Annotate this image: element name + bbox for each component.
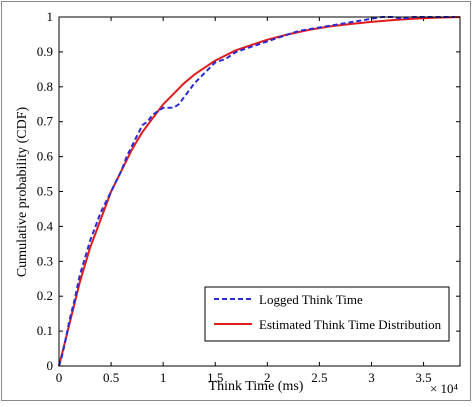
legend-label-estimated: Estimated Think Time Distribution bbox=[259, 317, 442, 332]
y-tick-label: 0.1 bbox=[37, 323, 53, 338]
legend: Logged Think Time Estimated Think Time D… bbox=[204, 286, 450, 342]
y-tick-label: 1 bbox=[47, 9, 54, 24]
legend-label-logged: Logged Think Time bbox=[259, 292, 363, 307]
series-line-logged bbox=[58, 16, 455, 367]
y-tick-label: 0.4 bbox=[37, 218, 54, 233]
legend-box bbox=[204, 286, 450, 342]
x-tick-label: 1.5 bbox=[207, 370, 223, 385]
y-tick-label: 0.9 bbox=[37, 44, 53, 59]
series-line-estimated bbox=[58, 16, 461, 367]
x-tick-label: 2 bbox=[264, 370, 271, 385]
y-tick-label: 0.8 bbox=[37, 79, 53, 94]
y-axis-label: Cumulative probability (CDF) bbox=[15, 107, 30, 278]
y-tick-label: 0.5 bbox=[37, 184, 53, 199]
x-tick-label: 3 bbox=[368, 370, 375, 385]
y-tick-label: 0.7 bbox=[37, 114, 54, 129]
x-tick-label: 2.5 bbox=[311, 370, 327, 385]
x-tick-label: 1 bbox=[160, 370, 167, 385]
y-tick-label: 0.6 bbox=[37, 149, 54, 164]
y-tick-label: 0.3 bbox=[37, 253, 53, 268]
x-axis-label: Think Time (ms) bbox=[209, 379, 304, 394]
y-tick-label: 0 bbox=[47, 358, 54, 373]
y-tick-label: 0.2 bbox=[37, 288, 53, 303]
x-tick-label: 3.5 bbox=[415, 370, 431, 385]
x-axis-multiplier: × 10⁴ bbox=[430, 381, 459, 396]
x-tick-label: 0.5 bbox=[103, 370, 119, 385]
figure-frame: 0 0.5 1 1.5 2 2.5 3 3.5 0 0.1 0.2 0.3 0.4 0.5 0.6 0.7 0.… bbox=[1, 1, 471, 401]
axes-frame bbox=[58, 16, 461, 367]
x-tick-label: 0 bbox=[56, 370, 63, 385]
cdf-chart: 0 0.5 1 1.5 2 2.5 3 3.5 0 0.1 0.2 0.3 0.4 0.5 0.6 0.7 0.… bbox=[15, 9, 461, 396]
